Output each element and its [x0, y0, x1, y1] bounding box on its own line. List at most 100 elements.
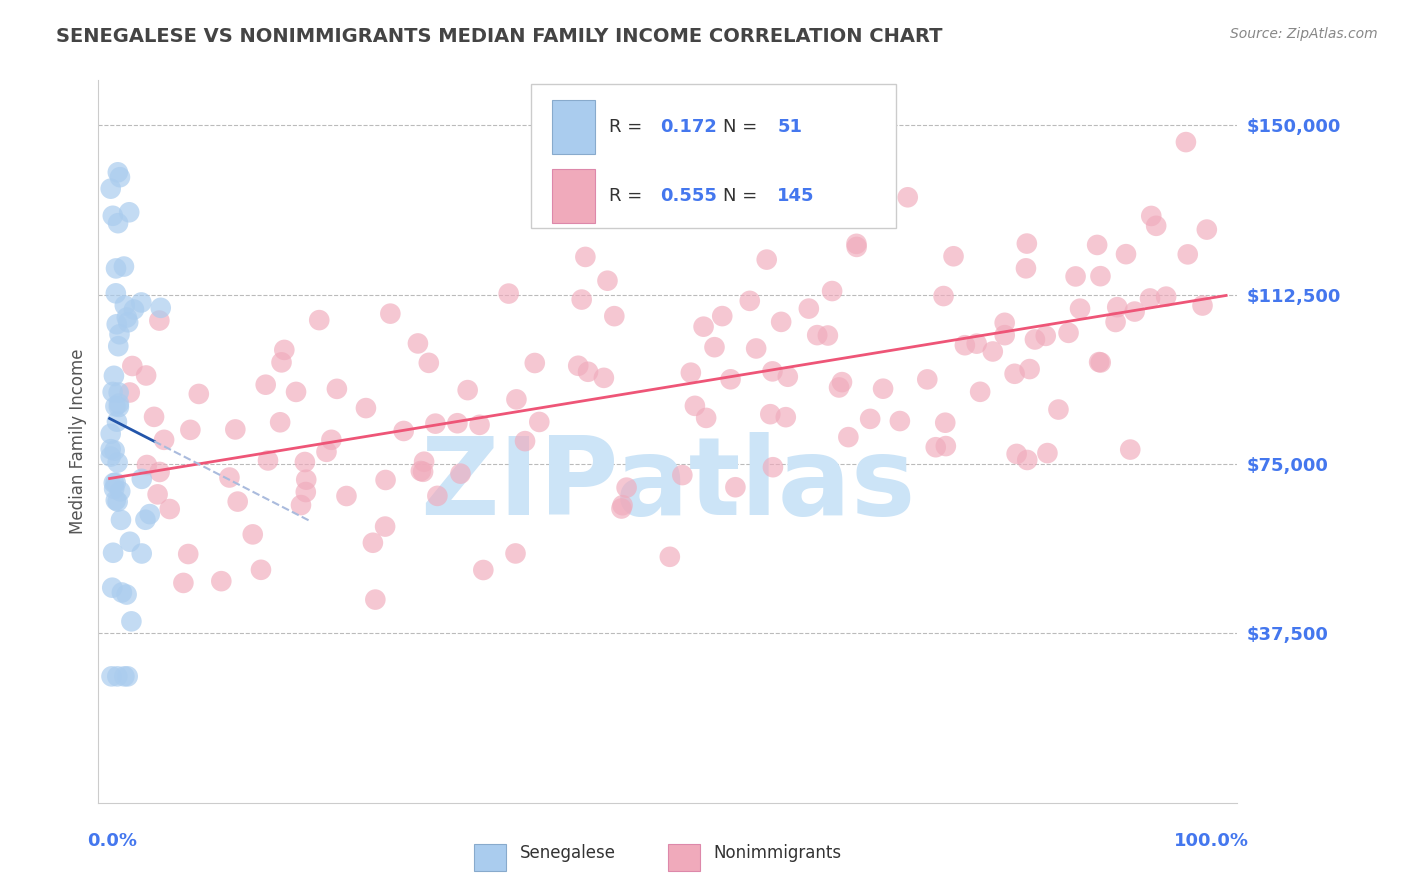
- Point: [105, 415, 128, 429]
- Point: [596, 274, 619, 288]
- Point: [108, 327, 131, 342]
- Point: [1123, 304, 1146, 318]
- Point: [969, 384, 991, 399]
- Point: [270, 355, 292, 369]
- Point: [755, 252, 778, 267]
- Point: [143, 409, 166, 424]
- Point: [1090, 269, 1112, 284]
- Point: [917, 372, 939, 386]
- Point: [1064, 269, 1087, 284]
- Point: [446, 416, 468, 430]
- Point: [1036, 446, 1059, 460]
- Point: [425, 417, 447, 431]
- Text: 0.555: 0.555: [659, 187, 717, 205]
- Point: [776, 369, 799, 384]
- Point: [295, 473, 318, 487]
- Point: [100, 182, 122, 196]
- Point: [335, 489, 357, 503]
- Point: [942, 249, 965, 263]
- Text: R =: R =: [609, 119, 648, 136]
- Point: [720, 372, 742, 386]
- Point: [994, 328, 1017, 343]
- Point: [107, 339, 129, 353]
- Point: [837, 430, 859, 444]
- Point: [361, 535, 384, 549]
- Point: [1057, 326, 1080, 340]
- Point: [872, 382, 894, 396]
- Point: [111, 585, 134, 599]
- Point: [1195, 222, 1218, 236]
- Point: [692, 319, 714, 334]
- Point: [115, 310, 138, 325]
- Text: 51: 51: [778, 119, 803, 136]
- Text: SENEGALESE VS NONIMMIGRANTS MEDIAN FAMILY INCOME CORRELATION CHART: SENEGALESE VS NONIMMIGRANTS MEDIAN FAMIL…: [56, 27, 943, 45]
- Point: [1140, 209, 1163, 223]
- Point: [576, 365, 599, 379]
- Point: [117, 669, 139, 683]
- Point: [806, 328, 828, 343]
- Point: [110, 513, 132, 527]
- Point: [683, 399, 706, 413]
- Point: [104, 443, 127, 458]
- Point: [523, 356, 546, 370]
- Text: 0.172: 0.172: [659, 119, 717, 136]
- Point: [1015, 236, 1038, 251]
- Point: [103, 482, 125, 496]
- Point: [105, 669, 128, 683]
- Point: [671, 468, 693, 483]
- Point: [897, 190, 920, 204]
- Point: [1015, 261, 1038, 276]
- Point: [567, 359, 589, 373]
- Point: [100, 442, 122, 457]
- Point: [226, 494, 249, 508]
- Point: [153, 433, 176, 447]
- Point: [1024, 333, 1046, 347]
- Point: [1191, 299, 1213, 313]
- Point: [110, 484, 132, 499]
- Point: [932, 289, 955, 303]
- Point: [250, 563, 273, 577]
- Point: [1177, 247, 1199, 261]
- Point: [1017, 453, 1039, 467]
- Point: [218, 470, 240, 484]
- Point: [762, 460, 785, 475]
- Text: 145: 145: [778, 187, 814, 205]
- Point: [859, 412, 882, 426]
- Point: [612, 498, 634, 512]
- Point: [187, 387, 209, 401]
- Point: [1139, 292, 1161, 306]
- Point: [149, 301, 172, 315]
- Point: [695, 411, 717, 425]
- Point: [149, 465, 172, 479]
- Point: [308, 313, 330, 327]
- Text: 100.0%: 100.0%: [1174, 831, 1249, 850]
- Point: [131, 295, 153, 310]
- Point: [603, 309, 626, 323]
- Point: [254, 377, 277, 392]
- Point: [107, 165, 129, 179]
- Text: N =: N =: [723, 187, 762, 205]
- Point: [380, 307, 402, 321]
- Point: [592, 371, 614, 385]
- Point: [108, 396, 131, 410]
- Point: [1085, 238, 1108, 252]
- Point: [105, 318, 128, 332]
- Point: [845, 236, 868, 251]
- Point: [148, 313, 170, 327]
- Point: [574, 250, 596, 264]
- Point: [1144, 219, 1167, 233]
- Point: [797, 301, 820, 316]
- Point: [817, 328, 839, 343]
- Point: [498, 286, 520, 301]
- Point: [412, 465, 434, 479]
- Point: [108, 400, 131, 414]
- Point: [1088, 355, 1111, 369]
- Point: [1047, 402, 1070, 417]
- Point: [107, 456, 129, 470]
- Point: [981, 344, 1004, 359]
- Point: [224, 422, 246, 436]
- Point: [100, 426, 122, 441]
- Point: [290, 498, 312, 512]
- Point: [679, 366, 702, 380]
- Point: [107, 494, 129, 508]
